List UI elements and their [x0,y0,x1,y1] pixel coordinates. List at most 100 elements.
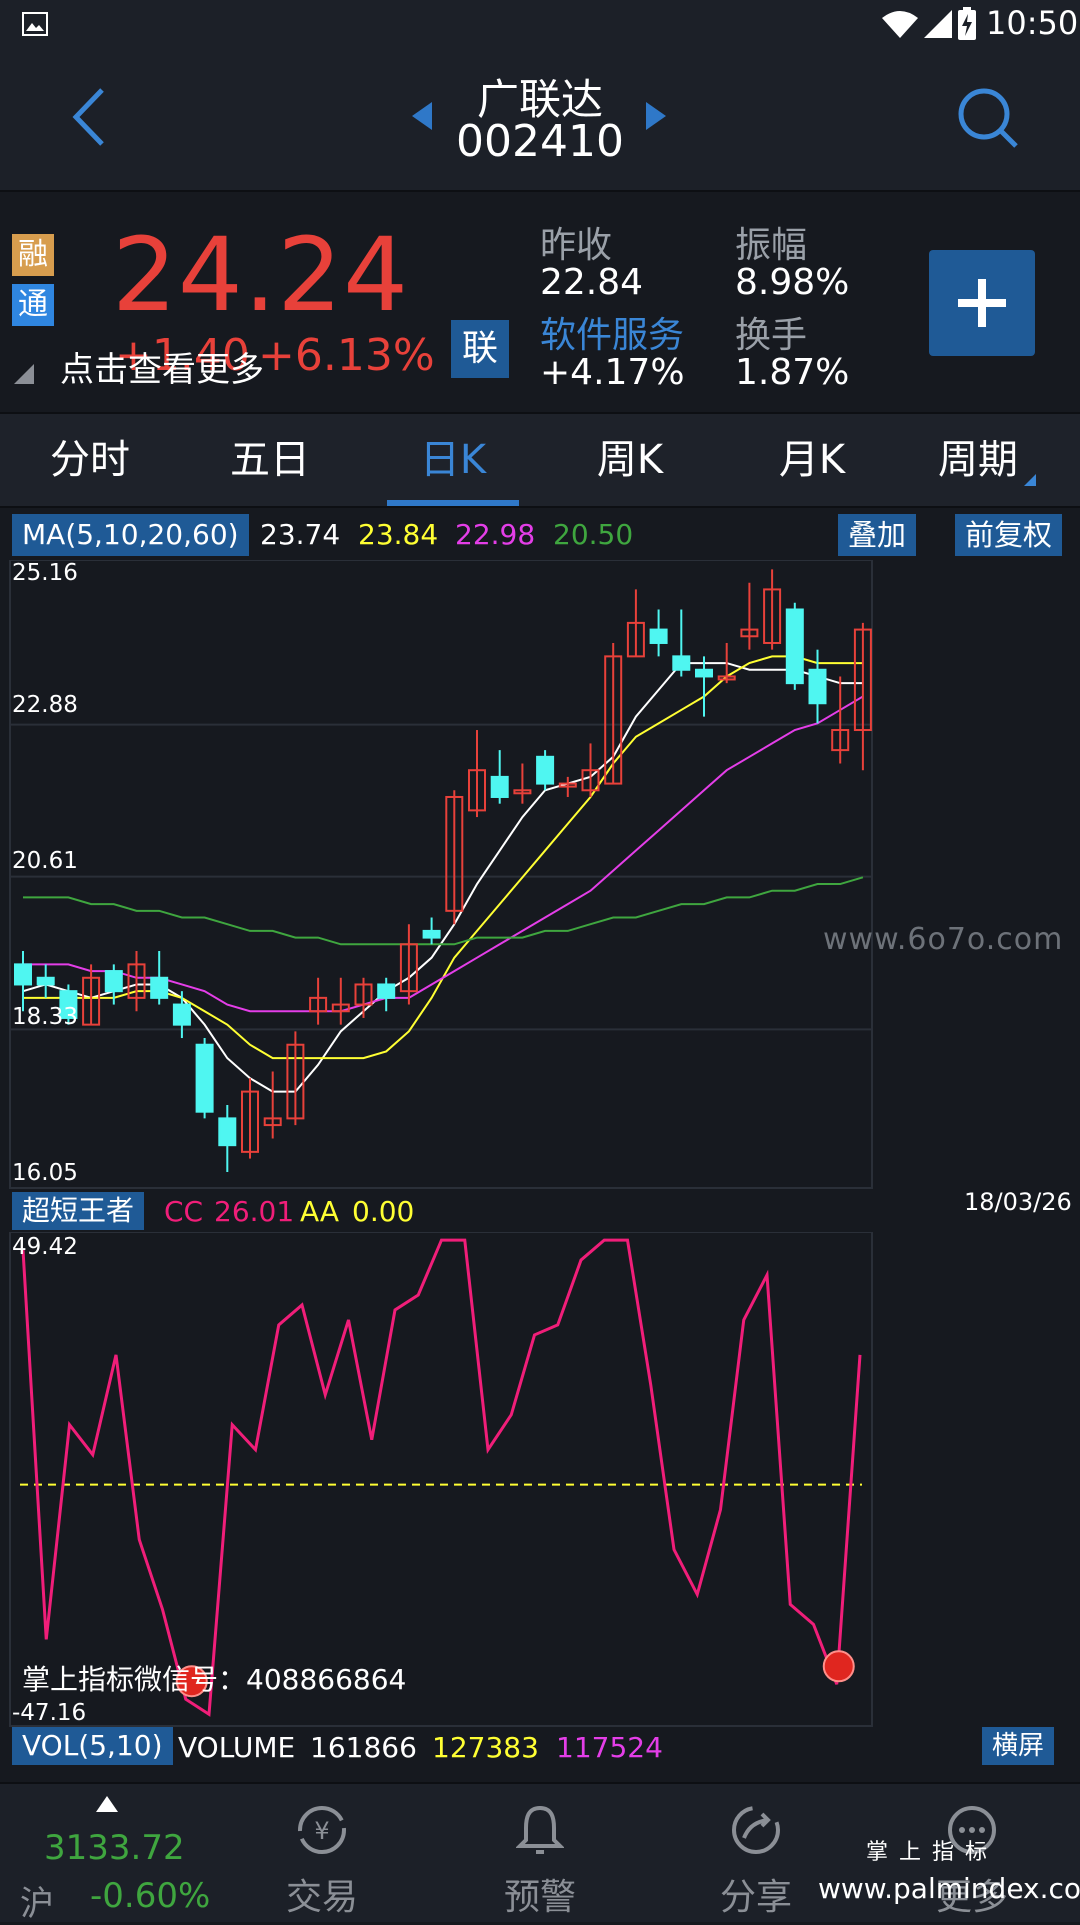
ma-line-ma60 [23,876,864,946]
candle-body [604,655,623,785]
search-icon[interactable] [956,86,1020,150]
wifi-icon [882,11,918,38]
index-market: 沪 [20,1884,54,1924]
sector-change: +4.17% [540,352,685,393]
status-bar: 10:50 [0,0,1080,50]
candle-body [831,729,850,752]
nav-share[interactable]: 分享 [696,1784,816,1922]
chart-frame [9,560,873,1189]
volume-value: 161866 [310,1731,417,1764]
buy-signal-marker-1 [175,1665,208,1698]
candle-body [536,755,555,785]
tab-weekly-k[interactable]: 周K [596,437,664,483]
market-index-tab[interactable]: 3133.72 沪 -0.60% [0,1784,216,1924]
share-icon [732,1806,780,1854]
nav-share-label: 分享 [720,1877,793,1918]
candle-body [422,929,441,939]
add-watchlist-button[interactable] [929,250,1035,356]
candle-body [468,769,486,812]
signal-icon [924,10,952,38]
candle-body [241,1090,259,1153]
candle-body [354,983,373,1006]
price-axis-label-max: 25.16 [12,560,78,586]
nav-more-label: 更多 [936,1877,1009,1918]
volume-ma10-value: 117524 [556,1731,663,1764]
ma-line-ma10 [23,655,863,1060]
next-stock-icon[interactable] [644,100,668,132]
indicator-frame [9,1232,873,1727]
candle-body [263,1117,282,1127]
tab-five-day[interactable]: 五日 [230,437,310,483]
ma-indicator-label[interactable]: MA(5,10,20,60) [12,514,249,556]
candle-body [785,608,804,685]
candle-body [490,775,509,798]
watermark: www.6o7o.com [823,922,1064,957]
candle-body [14,963,32,986]
nav-more[interactable]: 更多 [912,1784,1032,1922]
tab-monthly-k[interactable]: 月K [778,437,846,483]
candle-body [150,976,169,999]
candle-body [853,628,872,732]
candle-body [513,789,532,795]
volume-indicator-label[interactable]: VOL(5,10) [12,1727,173,1765]
candle-body [626,621,645,658]
landscape-button[interactable]: 横屏 [982,1727,1055,1765]
turnover-label: 换手 [735,315,808,356]
connect-badge: 通 [12,284,54,326]
ma-line-ma20 [23,695,864,1013]
nav-trade[interactable]: ¥ 交易 [262,1784,382,1922]
candle-body [558,782,577,788]
sector-name[interactable]: 软件服务 [540,315,685,356]
candle-body [445,795,464,912]
candle-body [399,943,418,993]
current-price: 24.24 [112,216,410,335]
period-dropdown-icon[interactable] [1022,472,1038,488]
candlestick-chart[interactable] [0,560,1080,1190]
price-change: +1.40 [115,330,250,381]
expand-corner-icon [14,364,34,384]
cc-value: 26.01 [214,1195,295,1228]
indicator-name[interactable]: 超短王者 [12,1192,145,1230]
nav-alert[interactable]: 预警 [480,1784,600,1922]
price-adjust-button[interactable]: 前复权 [955,514,1063,556]
back-arrow-icon[interactable] [70,86,110,148]
trade-icon: ¥ [298,1806,346,1854]
turnover-value: 1.87% [735,352,850,393]
tab-daily-k[interactable]: 日K [373,414,533,506]
candle-body [104,970,123,993]
ma20-value: 22.98 [455,518,536,551]
nav-trade-label: 交易 [286,1877,359,1918]
candle-body [286,1043,305,1120]
tab-period[interactable]: 周期 [938,437,1018,483]
previous-stock-icon[interactable] [410,100,434,132]
indicator-chart[interactable] [0,1232,1080,1728]
candle-body [808,668,827,705]
overlay-button[interactable]: 叠加 [838,514,917,556]
volume-label: VOLUME [178,1731,296,1764]
candle-body [649,628,668,644]
image-notification-icon [22,12,48,36]
index-value: 3133.72 [44,1828,185,1868]
candle-body [331,1003,350,1013]
chart-date: 18/03/26 [964,1188,1072,1216]
wechat-note: 掌上指标微信号：408866864 [22,1663,407,1696]
indicator-axis-min: -47.16 [12,1700,87,1726]
battery-icon [958,7,976,40]
plus-icon [958,279,1006,327]
candle-body [127,963,146,999]
view-more-hint[interactable]: 点击查看更多 [60,350,264,390]
ma10-value: 23.84 [358,518,439,551]
candle-body [36,976,55,986]
brand-url: www.palmindex.com [818,1872,1080,1905]
price-axis-label-3: 20.61 [12,848,78,874]
candle-body [172,1003,191,1026]
tab-intraday[interactable]: 分时 [50,437,130,483]
price-axis-label-2: 22.88 [12,692,78,718]
quote-panel: 融 通 24.24 +1.40 +6.13% 点击查看更多 联 昨收 22.84… [0,192,1080,412]
candle-body [672,655,691,671]
linked-badge[interactable]: 联 [451,320,509,378]
stock-header: 广联达 002410 [0,50,1080,192]
prev-close-label: 昨收 [540,225,613,266]
candle-body [218,1117,237,1147]
period-tabs: 分时 五日 日K 周K 月K 周期 [0,412,1080,508]
